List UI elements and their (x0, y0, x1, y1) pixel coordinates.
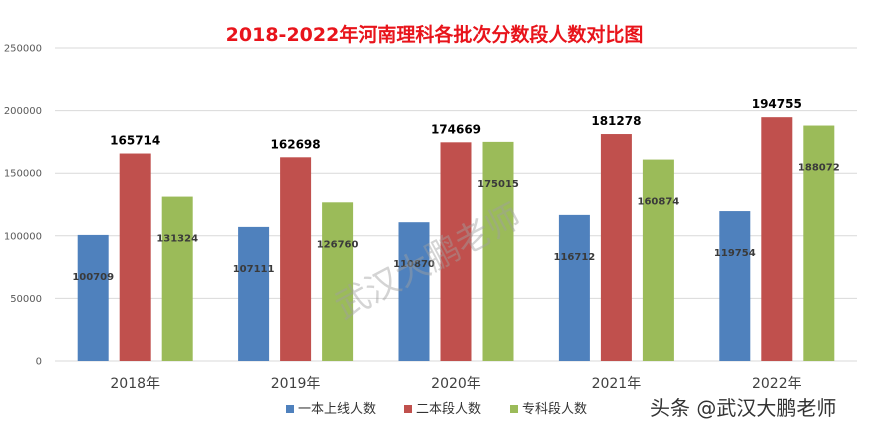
y-tick-label: 50000 (10, 294, 42, 305)
legend-swatch (286, 405, 294, 413)
bar (280, 157, 312, 361)
x-category-label: 2018年 (110, 376, 160, 392)
bar (77, 234, 109, 361)
data-label: 194755 (752, 97, 802, 111)
y-axis-ticks: 0 50000 100000 150000 200000 250000 (4, 44, 42, 368)
data-label: 119754 (714, 248, 756, 259)
bar (322, 202, 354, 361)
bar (719, 211, 751, 361)
data-label: 126760 (317, 239, 359, 250)
y-tick-label: 150000 (4, 169, 42, 180)
data-label: 131324 (156, 234, 198, 245)
bars (77, 117, 835, 361)
bar (161, 196, 193, 361)
data-label: 188072 (798, 163, 840, 174)
data-label: 174669 (431, 122, 481, 136)
x-axis-labels: 2018年 2019年 2020年 2021年 2022年 (110, 376, 801, 392)
bar (398, 222, 430, 361)
bar (642, 159, 674, 361)
x-category-label: 2021年 (592, 376, 642, 392)
data-label: 107111 (233, 264, 275, 275)
data-label: 175015 (477, 179, 519, 190)
bar (440, 142, 472, 361)
x-category-label: 2019年 (271, 376, 321, 392)
data-labels: 100709 165714 131324 107111 162698 126760 1108… (72, 97, 839, 283)
bar (558, 214, 590, 361)
data-label: 165714 (110, 134, 160, 148)
x-category-label: 2020年 (431, 376, 481, 392)
y-tick-label: 0 (36, 357, 42, 368)
legend: 一本上线人数 二本段人数 专科段人数 (286, 402, 587, 417)
bar (803, 125, 835, 361)
data-label: 100709 (72, 272, 114, 283)
data-label: 181278 (591, 114, 641, 128)
y-tick-label: 200000 (4, 106, 42, 117)
bar (119, 153, 151, 361)
legend-label: 专科段人数 (522, 402, 587, 417)
legend-swatch (510, 405, 518, 413)
bar (761, 117, 793, 361)
data-label: 162698 (271, 137, 321, 151)
x-category-label: 2022年 (752, 376, 802, 392)
y-tick-label: 100000 (4, 231, 42, 242)
data-label: 110870 (393, 259, 435, 270)
bar (600, 134, 632, 361)
legend-label: 一本上线人数 (298, 402, 376, 417)
bar (482, 141, 514, 361)
chart-title: 2018-2022年河南理科各批次分数段人数对比图 (225, 24, 644, 46)
bar (238, 226, 270, 361)
legend-label: 二本段人数 (416, 402, 481, 417)
data-label: 116712 (554, 252, 596, 263)
data-label: 160874 (638, 197, 680, 208)
legend-swatch (404, 405, 412, 413)
corner-watermark: 头条 @武汉大鹏老师 (650, 396, 837, 420)
y-tick-label: 250000 (4, 44, 42, 55)
